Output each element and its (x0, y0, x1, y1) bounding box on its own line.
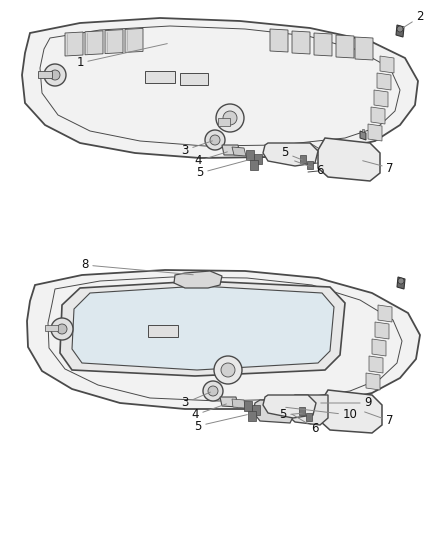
Polygon shape (306, 413, 312, 421)
Text: 7: 7 (363, 161, 394, 174)
Text: 4: 4 (191, 404, 226, 422)
Polygon shape (362, 129, 364, 132)
Text: 5: 5 (281, 147, 302, 160)
Circle shape (221, 363, 235, 377)
Polygon shape (22, 18, 418, 158)
Polygon shape (232, 147, 246, 156)
Text: 5: 5 (196, 160, 249, 180)
Text: 2: 2 (403, 11, 424, 28)
Circle shape (223, 111, 237, 125)
Polygon shape (368, 124, 382, 141)
Circle shape (57, 324, 67, 334)
Polygon shape (374, 90, 388, 107)
Polygon shape (263, 143, 318, 166)
Text: 4: 4 (194, 152, 227, 167)
Polygon shape (180, 73, 208, 85)
Circle shape (208, 386, 218, 396)
Polygon shape (270, 29, 288, 52)
Polygon shape (314, 33, 332, 56)
Polygon shape (232, 399, 245, 408)
Polygon shape (366, 373, 380, 390)
Text: 6: 6 (293, 415, 319, 434)
Polygon shape (250, 160, 258, 170)
Polygon shape (105, 30, 123, 54)
Polygon shape (307, 161, 313, 169)
Text: 5: 5 (194, 415, 247, 432)
Polygon shape (246, 150, 254, 160)
Polygon shape (38, 71, 52, 78)
Polygon shape (220, 397, 238, 407)
Text: 8: 8 (81, 259, 193, 274)
Polygon shape (336, 35, 354, 58)
Polygon shape (244, 401, 252, 411)
Polygon shape (300, 155, 306, 163)
Polygon shape (397, 277, 405, 289)
Polygon shape (292, 31, 310, 54)
Text: 7: 7 (364, 412, 394, 427)
Polygon shape (222, 145, 240, 155)
Polygon shape (375, 322, 389, 339)
Circle shape (216, 104, 244, 132)
Polygon shape (45, 325, 58, 331)
Text: 3: 3 (181, 141, 212, 157)
Polygon shape (253, 400, 295, 423)
Polygon shape (248, 411, 256, 421)
Text: 9: 9 (321, 397, 372, 409)
Circle shape (50, 70, 60, 80)
Circle shape (203, 381, 223, 401)
Polygon shape (396, 25, 404, 37)
Circle shape (205, 130, 225, 150)
Polygon shape (65, 32, 83, 56)
Circle shape (397, 26, 403, 32)
Polygon shape (263, 395, 316, 418)
Polygon shape (360, 131, 366, 140)
Text: 5: 5 (279, 408, 302, 422)
Polygon shape (372, 339, 386, 356)
Text: 6: 6 (295, 161, 324, 176)
Polygon shape (252, 405, 260, 415)
Circle shape (51, 318, 73, 340)
Polygon shape (145, 71, 175, 83)
Circle shape (44, 64, 66, 86)
Polygon shape (377, 73, 391, 90)
Text: 10: 10 (286, 407, 357, 422)
Polygon shape (72, 286, 334, 370)
Polygon shape (355, 37, 373, 60)
Polygon shape (60, 281, 345, 376)
Circle shape (214, 356, 242, 384)
Circle shape (398, 278, 404, 284)
Text: 1: 1 (76, 44, 167, 69)
Polygon shape (299, 407, 305, 415)
Polygon shape (27, 270, 420, 409)
Polygon shape (125, 28, 143, 52)
Text: 3: 3 (181, 392, 210, 409)
Polygon shape (318, 138, 380, 181)
Polygon shape (85, 31, 103, 55)
Polygon shape (369, 356, 383, 373)
Polygon shape (218, 118, 230, 126)
Polygon shape (174, 271, 222, 288)
Polygon shape (254, 154, 262, 164)
Polygon shape (371, 107, 385, 124)
Polygon shape (380, 56, 394, 73)
Polygon shape (285, 395, 328, 425)
Polygon shape (148, 325, 178, 337)
Polygon shape (320, 390, 382, 433)
Polygon shape (378, 305, 392, 322)
Circle shape (210, 135, 220, 145)
